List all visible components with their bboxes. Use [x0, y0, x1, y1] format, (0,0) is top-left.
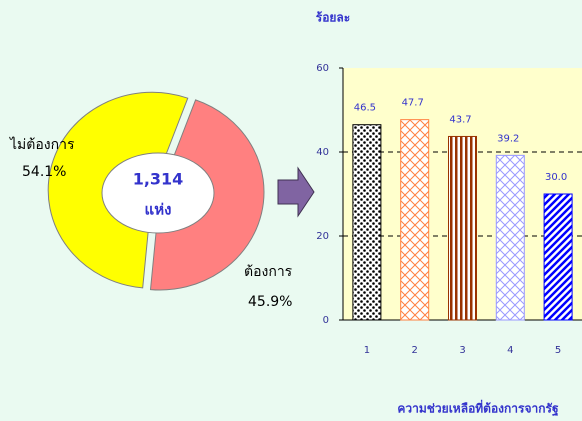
x-tick-label: 5 [555, 345, 561, 356]
legend-label: ต้องการ [244, 264, 293, 280]
x-tick-label: 4 [507, 345, 513, 356]
value-label: 47.7 [402, 98, 424, 109]
legend-label: ไม่ต้องการ [9, 136, 75, 153]
y-axis-title: ร้อยละ [316, 11, 350, 25]
x-tick-label: 1 [364, 345, 370, 356]
value-label: 54.1% [22, 164, 66, 180]
center-label: แห่ง [145, 201, 172, 219]
donut-hole [101, 152, 215, 234]
value-label: 30.0 [545, 172, 567, 183]
arrow [277, 166, 315, 218]
x-tick-label: 3 [459, 345, 465, 356]
y-tick-label: 0 [323, 315, 329, 326]
value-label: 45.9% [248, 294, 292, 310]
bar [495, 154, 525, 321]
x-tick-label: 2 [412, 345, 418, 356]
bar [352, 124, 382, 321]
bar [543, 193, 573, 321]
bar [448, 135, 477, 321]
x-axis-title: ความช่วยเหลือที่ต้องการจากรัฐ [397, 400, 559, 417]
value-label: 39.2 [497, 133, 519, 144]
value-label: 46.5 [354, 103, 376, 114]
center-label: 1,314 [133, 170, 184, 189]
value-label: 43.7 [449, 114, 471, 125]
bar [400, 119, 430, 321]
y-tick-label: 20 [316, 231, 329, 242]
y-tick-label: 60 [316, 63, 329, 74]
y-tick-label: 40 [316, 147, 329, 158]
